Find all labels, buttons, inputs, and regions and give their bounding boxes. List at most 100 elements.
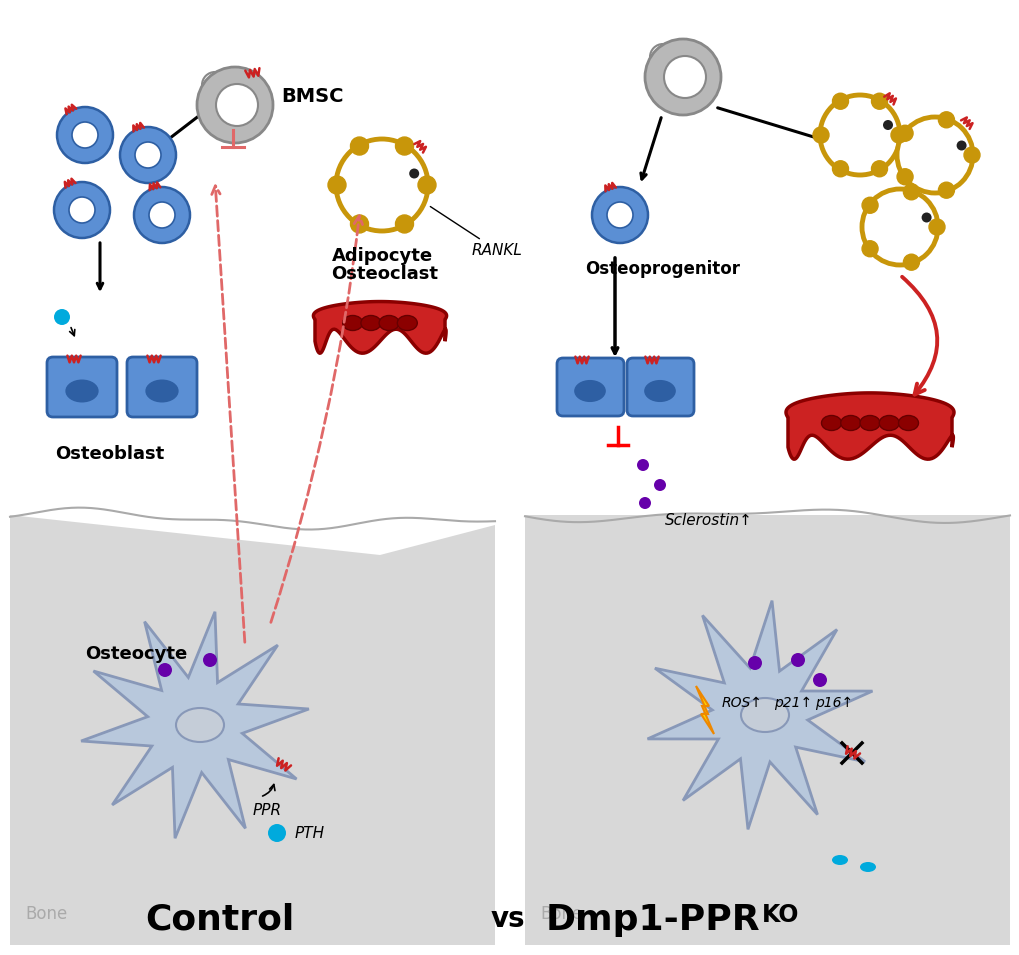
Ellipse shape	[898, 415, 917, 431]
Circle shape	[832, 160, 848, 177]
Text: ROS↑: ROS↑	[721, 696, 762, 710]
Circle shape	[937, 112, 954, 128]
FancyBboxPatch shape	[556, 358, 624, 416]
Ellipse shape	[66, 380, 98, 402]
Polygon shape	[10, 515, 494, 945]
Circle shape	[149, 202, 175, 228]
Ellipse shape	[878, 415, 899, 431]
Text: Osteoclast: Osteoclast	[331, 265, 438, 283]
Circle shape	[870, 94, 887, 109]
Ellipse shape	[342, 315, 363, 330]
Circle shape	[903, 183, 918, 200]
Circle shape	[216, 84, 258, 126]
Text: RANKL: RANKL	[430, 206, 523, 258]
Polygon shape	[786, 393, 953, 459]
Text: Osteocyte: Osteocyte	[85, 645, 187, 663]
Ellipse shape	[644, 381, 675, 401]
Circle shape	[861, 241, 877, 257]
FancyBboxPatch shape	[627, 358, 693, 416]
Circle shape	[54, 182, 110, 238]
Circle shape	[819, 95, 899, 175]
Circle shape	[72, 122, 98, 148]
Circle shape	[409, 168, 419, 179]
Circle shape	[135, 142, 161, 168]
Circle shape	[351, 137, 368, 155]
FancyArrowPatch shape	[271, 216, 362, 623]
Circle shape	[861, 189, 937, 265]
Circle shape	[328, 176, 345, 194]
Circle shape	[921, 213, 930, 223]
Text: Control: Control	[146, 903, 294, 937]
Circle shape	[158, 663, 172, 677]
Circle shape	[202, 72, 228, 98]
Polygon shape	[525, 515, 1009, 945]
Circle shape	[747, 656, 761, 670]
Circle shape	[120, 127, 176, 183]
Circle shape	[418, 176, 435, 194]
Circle shape	[395, 215, 413, 233]
Circle shape	[812, 673, 826, 687]
Text: Osteoblast: Osteoblast	[55, 445, 164, 463]
Circle shape	[395, 137, 413, 155]
Circle shape	[644, 39, 720, 115]
Circle shape	[963, 147, 979, 163]
Circle shape	[653, 479, 665, 491]
Circle shape	[896, 117, 972, 193]
Ellipse shape	[840, 415, 860, 431]
Circle shape	[57, 107, 113, 163]
Ellipse shape	[176, 708, 224, 742]
Ellipse shape	[740, 698, 789, 732]
Ellipse shape	[859, 862, 875, 872]
Text: vs: vs	[490, 905, 525, 933]
Text: BMSC: BMSC	[280, 88, 343, 107]
Ellipse shape	[379, 315, 398, 330]
Text: p16↑: p16↑	[814, 696, 852, 710]
Circle shape	[882, 120, 892, 130]
Circle shape	[832, 94, 848, 109]
Circle shape	[197, 67, 273, 143]
Circle shape	[335, 139, 428, 231]
Circle shape	[956, 140, 966, 151]
Text: p21↑: p21↑	[773, 696, 811, 710]
Ellipse shape	[832, 855, 847, 865]
Polygon shape	[82, 612, 309, 838]
Circle shape	[133, 187, 190, 243]
Circle shape	[928, 219, 944, 235]
Circle shape	[896, 125, 912, 141]
Text: PPR: PPR	[253, 803, 282, 818]
Ellipse shape	[820, 415, 841, 431]
Circle shape	[591, 187, 647, 243]
Circle shape	[903, 254, 918, 270]
Ellipse shape	[575, 381, 604, 401]
Ellipse shape	[397, 315, 417, 330]
Circle shape	[861, 198, 877, 213]
Polygon shape	[647, 601, 871, 829]
Circle shape	[891, 127, 906, 143]
Circle shape	[268, 824, 285, 842]
Polygon shape	[313, 302, 446, 353]
Polygon shape	[695, 686, 713, 734]
Text: PTH: PTH	[294, 825, 325, 840]
Text: Bone: Bone	[539, 905, 582, 923]
Circle shape	[606, 202, 633, 228]
Circle shape	[812, 127, 828, 143]
Circle shape	[69, 197, 95, 223]
FancyBboxPatch shape	[47, 357, 117, 417]
Circle shape	[870, 160, 887, 177]
Text: Osteoprogenitor: Osteoprogenitor	[585, 260, 739, 278]
Circle shape	[649, 44, 676, 70]
FancyArrowPatch shape	[212, 186, 245, 642]
Circle shape	[937, 182, 954, 199]
FancyBboxPatch shape	[127, 357, 197, 417]
Text: KO: KO	[761, 903, 799, 927]
Text: Bone: Bone	[25, 905, 67, 923]
Ellipse shape	[859, 415, 879, 431]
Circle shape	[663, 56, 705, 98]
Circle shape	[638, 497, 650, 509]
Circle shape	[896, 169, 912, 184]
Text: Sclerostin↑: Sclerostin↑	[664, 513, 752, 528]
FancyArrowPatch shape	[901, 277, 936, 394]
Text: Dmp1-PPR: Dmp1-PPR	[545, 903, 759, 937]
Circle shape	[637, 459, 648, 471]
Circle shape	[790, 653, 804, 667]
